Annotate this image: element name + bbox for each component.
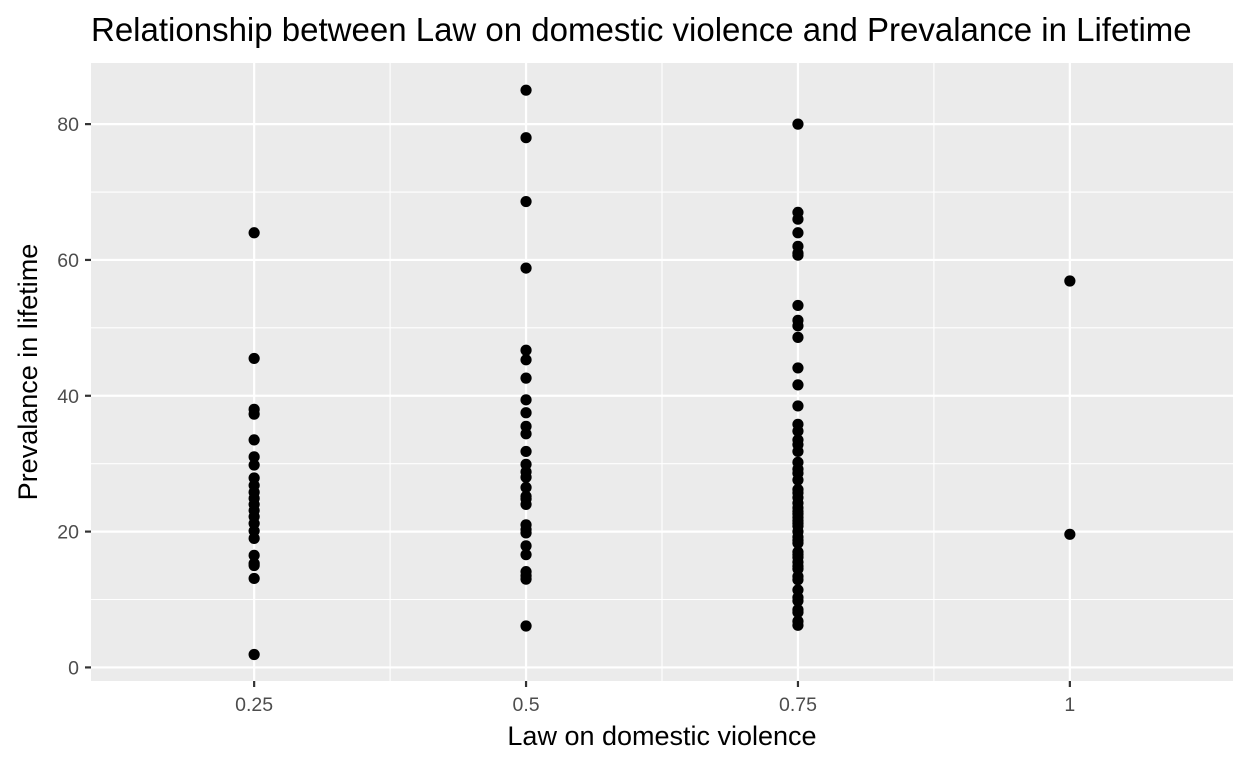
scatter-point xyxy=(792,511,804,523)
scatter-point xyxy=(792,320,804,332)
scatter-point xyxy=(520,372,532,384)
scatter-point xyxy=(792,118,804,130)
scatter-point xyxy=(792,560,804,572)
scatter-point xyxy=(248,459,260,471)
scatter-point xyxy=(520,573,532,585)
scatter-point xyxy=(792,483,804,496)
scatter-point xyxy=(248,572,260,585)
scatter-point xyxy=(520,195,532,208)
scatter-point xyxy=(520,481,532,494)
data-points xyxy=(248,84,1076,661)
scatter-point xyxy=(520,620,532,632)
scatter-point xyxy=(520,527,532,539)
x-axis-title: Law on domestic violence xyxy=(507,721,816,751)
scatter-point xyxy=(792,249,804,261)
scatter-point xyxy=(1064,528,1076,540)
y-axis-title: Prevalance in lifetime xyxy=(13,244,43,501)
scatter-point xyxy=(520,354,532,366)
scatter-point xyxy=(792,534,804,547)
scatter-point xyxy=(792,400,804,412)
scatter-point xyxy=(520,344,532,356)
scatter-point xyxy=(248,408,260,420)
scatter-point xyxy=(520,84,532,96)
scatter-point xyxy=(248,648,260,661)
scatter-point xyxy=(248,549,260,561)
minor-gridlines xyxy=(91,63,1233,681)
scatter-point xyxy=(792,379,804,391)
scatter-point xyxy=(792,425,804,437)
scatter-point xyxy=(792,331,804,343)
scatter-point xyxy=(248,532,260,544)
scatter-point xyxy=(248,352,260,365)
scatter-point xyxy=(792,362,804,374)
scatter-point xyxy=(520,262,532,274)
x-axis: 0.25 0.5 0.75 1 xyxy=(235,681,1075,716)
scatter-point xyxy=(520,490,532,502)
scatter-point xyxy=(792,299,804,312)
scatter-point xyxy=(792,227,804,239)
scatter-point xyxy=(520,132,532,144)
scatter-point xyxy=(248,451,260,463)
y-tick-label: 20 xyxy=(57,522,79,544)
x-tick-label: 0.75 xyxy=(779,694,817,716)
scatter-point xyxy=(520,445,532,458)
scatter-point xyxy=(248,227,260,239)
scatter-point xyxy=(792,549,804,561)
scatter-point xyxy=(792,606,804,619)
scatter-point xyxy=(792,213,804,225)
scatter-point xyxy=(520,407,532,419)
scatter-point xyxy=(520,498,532,511)
scatter-point xyxy=(248,559,260,572)
scatter-point xyxy=(520,540,532,552)
scatter-point xyxy=(520,549,532,561)
scatter-point xyxy=(520,394,532,406)
y-axis: 0 20 40 60 80 xyxy=(57,114,91,679)
scatter-point xyxy=(792,445,804,458)
scatter-point xyxy=(248,434,260,446)
scatter-point xyxy=(1064,275,1076,287)
scatter-point xyxy=(792,595,804,607)
y-tick-label: 60 xyxy=(57,250,79,272)
scatter-point xyxy=(520,428,532,440)
y-tick-label: 80 xyxy=(57,114,79,136)
scatter-point xyxy=(792,474,804,486)
x-tick-label: 1 xyxy=(1064,694,1075,716)
y-tick-label: 0 xyxy=(68,657,79,679)
chart-title: Relationship between Law on domestic vio… xyxy=(91,11,1192,48)
scatter-point xyxy=(792,619,804,631)
scatter-point xyxy=(520,471,532,483)
x-tick-label: 0.25 xyxy=(235,694,273,716)
y-tick-label: 40 xyxy=(57,386,79,408)
scatter-point xyxy=(792,574,804,586)
x-tick-label: 0.5 xyxy=(512,694,539,716)
